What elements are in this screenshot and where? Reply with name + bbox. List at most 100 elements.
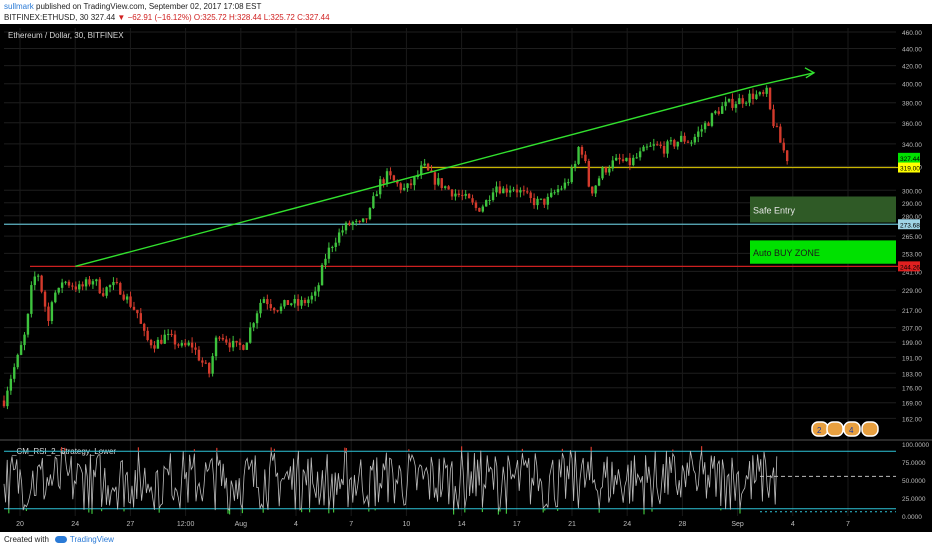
candle-body [16, 354, 19, 368]
chart-canvas[interactable]: Ethereum / Dollar, 30, BITFINEX Safe Ent… [0, 24, 932, 532]
candle-body [153, 345, 156, 349]
down-arrow-icon: ▼ [117, 13, 126, 22]
zone-box [750, 196, 896, 223]
candle-body [211, 356, 214, 374]
candle-body [290, 303, 293, 305]
price-tick-label: 183.00 [902, 371, 922, 378]
candle-body [351, 221, 355, 226]
candle-body [2, 400, 6, 407]
candle-body [392, 175, 396, 181]
candle-body [337, 232, 341, 243]
candle-body [727, 98, 731, 102]
candle-body [218, 337, 221, 339]
rsi-tick-label: 75.0000 [902, 460, 926, 467]
price-tick-label: 280.00 [902, 214, 922, 221]
candle-body [221, 337, 225, 340]
trend-line-path [75, 72, 815, 268]
candle-body [355, 220, 358, 222]
time-tick-label: 12:00 [177, 521, 195, 528]
candle-body [204, 362, 207, 364]
candle-body [591, 186, 594, 194]
candle-body [673, 140, 676, 147]
cloud-icon [54, 536, 67, 543]
open-value: O:325.72 [193, 13, 227, 22]
candle-body [293, 299, 296, 304]
candle-body [187, 342, 190, 346]
low-value: L:325.72 [263, 13, 295, 22]
candle-body [43, 291, 47, 307]
rsi-tick-label: 100.0000 [902, 442, 929, 449]
candle-body [635, 157, 638, 159]
price-tick-label: 191.00 [902, 355, 922, 362]
time-tick-label: 27 [127, 521, 135, 528]
candle-body [467, 193, 471, 199]
time-tick-label: 4 [294, 521, 298, 528]
candle-body [782, 142, 785, 151]
candle-body [443, 186, 447, 188]
candle-body [255, 313, 259, 324]
candle-body [604, 167, 608, 173]
price-tick-label: 169.00 [902, 401, 922, 408]
candle-body [163, 334, 166, 344]
candle-body [71, 285, 74, 287]
candle-body [700, 129, 703, 132]
time-tick-label: 7 [846, 521, 850, 528]
candle-body [399, 183, 402, 190]
candle-body [269, 304, 272, 309]
candle-body [508, 190, 512, 193]
candle-body [303, 299, 307, 304]
time-axis[interactable]: 20 24 27 12:00 Aug 4 7 10 14 17 21 24 28 Sep 4 7 [16, 521, 850, 528]
candle-body [611, 160, 614, 169]
candle-body [334, 242, 337, 247]
author-link[interactable]: sullmark [4, 2, 34, 11]
candle-body [625, 157, 628, 162]
price-label-text: 273.68 [900, 222, 920, 229]
candle-body [177, 344, 180, 346]
rsi-tick-label: 50.0000 [902, 478, 926, 485]
time-tick-label: 28 [679, 521, 687, 528]
candle-body [570, 167, 573, 183]
candle-body [252, 323, 255, 328]
candle-body [549, 192, 553, 197]
price-tick-label: 460.00 [902, 30, 922, 37]
candle-body [457, 193, 461, 196]
candle-body [279, 306, 283, 312]
candle-body [197, 349, 201, 361]
candle-body [567, 182, 570, 184]
candle-body [296, 299, 300, 306]
candle-body [768, 87, 772, 110]
candle-body [577, 146, 580, 164]
price-label-text: 244.26 [900, 264, 920, 271]
candle-body [539, 198, 543, 200]
candle-body [693, 136, 697, 143]
candle-body [563, 182, 567, 189]
candle-body [553, 192, 556, 194]
time-tick-label: 10 [403, 521, 411, 528]
candle-body [529, 192, 532, 199]
candle-body [78, 284, 81, 290]
tradingview-link[interactable]: TradingView [54, 535, 114, 544]
rsi-line [3, 450, 778, 512]
candle-body [645, 146, 649, 148]
candle-body [683, 135, 686, 142]
candle-body [115, 282, 119, 284]
candle-body [33, 276, 36, 286]
candle-body [84, 279, 88, 287]
trend-line[interactable] [75, 67, 816, 268]
candle-body [389, 171, 392, 176]
candle-body [744, 102, 748, 104]
candle-body [437, 178, 440, 185]
candle-body [26, 313, 30, 335]
candle-body [146, 330, 149, 341]
candle-body [88, 279, 91, 285]
candle-body [344, 222, 348, 231]
candle-body [560, 188, 563, 190]
candle-body [491, 192, 495, 200]
candle-body [64, 281, 67, 283]
candle-body [95, 279, 98, 282]
candle-body [122, 294, 125, 300]
candle-body [105, 287, 108, 296]
candle-body [125, 296, 129, 300]
candle-body [546, 196, 549, 205]
